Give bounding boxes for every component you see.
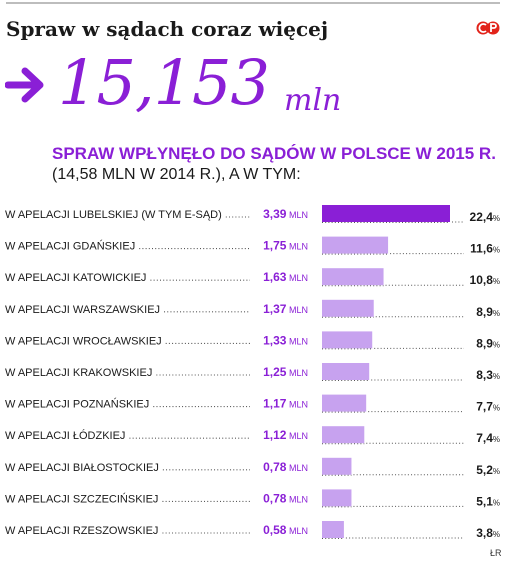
- share-unit: %: [493, 530, 500, 539]
- share-unit: %: [493, 372, 500, 381]
- value-unit: MLN: [286, 273, 308, 283]
- headline-value: 15,153: [58, 46, 270, 119]
- value-label: 1,37 MLN: [263, 302, 308, 316]
- share-label: 8,9%: [476, 336, 500, 350]
- bar: [322, 457, 352, 475]
- bar: [322, 394, 367, 412]
- share-unit: %: [493, 214, 500, 223]
- top-rule: [6, 2, 500, 4]
- share-label: 11,6%: [470, 242, 500, 256]
- bar-chart: W APELACJI LUBELSKIEJ (W TYM E-SĄD) 3,39 …: [5, 205, 500, 540]
- bar: [322, 489, 352, 507]
- value-number: 1,12: [263, 428, 287, 442]
- bar: [322, 236, 389, 254]
- category-label: W APELACJI WROCŁAWSKIEJ: [5, 335, 162, 347]
- arrow-right-icon: [5, 67, 44, 103]
- category-label: W APELACJI ŁÓDZKIEJ: [5, 429, 125, 442]
- share-number: 8,9: [476, 305, 493, 319]
- category-label: W APELACJI BIAŁOSTOCKIEJ: [5, 462, 159, 474]
- bar: [322, 268, 384, 286]
- bar: [322, 426, 365, 444]
- bar: [322, 521, 344, 538]
- category-label: W APELACJI GDAŃSKIEJ: [5, 240, 135, 253]
- bar: [322, 205, 450, 222]
- share-unit: %: [493, 309, 500, 318]
- value-label: 1,63 MLN: [263, 270, 308, 284]
- share-label: 5,1%: [476, 494, 500, 508]
- share-label: 5,2%: [476, 463, 500, 477]
- value-label: 0,58 MLN: [263, 523, 308, 537]
- headline-unit: mln: [284, 83, 342, 118]
- share-unit: %: [493, 435, 500, 444]
- value-number: 1,37: [263, 302, 287, 316]
- value-label: 1,17 MLN: [263, 397, 308, 411]
- share-number: 11,6: [470, 242, 493, 256]
- share-label: 8,3%: [476, 368, 500, 382]
- category-label: W APELACJI KATOWICKIEJ: [5, 272, 146, 284]
- share-number: 10,8: [470, 273, 494, 287]
- share-label: 22,4%: [470, 210, 500, 224]
- value-number: 0,58: [263, 523, 287, 537]
- share-unit: %: [493, 498, 500, 507]
- share-number: 3,8: [476, 526, 493, 540]
- value-number: 3,39: [263, 207, 287, 221]
- chart-title: Spraw w sądach coraz więcej: [6, 17, 329, 41]
- category-label: W APELACJI POZNAŃSKIEJ: [5, 398, 149, 411]
- value-label: 0,78 MLN: [263, 460, 308, 474]
- share-unit: %: [493, 277, 500, 286]
- value-label: 1,12 MLN: [263, 428, 308, 442]
- value-unit: MLN: [286, 210, 308, 220]
- value-number: 1,75: [263, 239, 287, 253]
- share-number: 22,4: [470, 210, 494, 224]
- value-unit: MLN: [286, 305, 308, 315]
- value-number: 1,33: [263, 333, 287, 347]
- value-unit: MLN: [286, 368, 308, 378]
- category-label: W APELACJI SZCZECIŃSKIEJ: [5, 492, 158, 505]
- subtitle-line-2: (14,58 MLN W 2014 R.), A W TYM:: [52, 166, 301, 183]
- bar: [322, 331, 373, 349]
- share-unit: %: [493, 467, 500, 476]
- category-label: W APELACJI RZESZOWSKIEJ: [5, 525, 158, 537]
- share-unit: %: [493, 246, 500, 255]
- share-unit: %: [493, 404, 500, 413]
- share-label: 10,8%: [470, 273, 500, 287]
- share-number: 8,9: [476, 336, 493, 350]
- share-label: 8,9%: [476, 305, 500, 319]
- bar: [322, 299, 374, 317]
- share-number: 5,1: [476, 494, 493, 508]
- value-number: 1,25: [263, 365, 287, 379]
- share-label: 7,4%: [476, 431, 500, 445]
- share-number: 8,3: [476, 368, 493, 382]
- credit: ŁR: [490, 548, 502, 558]
- share-label: 7,7%: [476, 400, 500, 414]
- value-label: 3,39 MLN: [263, 207, 308, 221]
- share-unit: %: [493, 340, 500, 349]
- value-number: 1,17: [263, 397, 287, 411]
- value-label: 1,75 MLN: [263, 239, 308, 253]
- value-label: 1,33 MLN: [263, 333, 308, 347]
- value-number: 0,78: [263, 460, 287, 474]
- value-unit: MLN: [286, 431, 308, 441]
- value-unit: MLN: [286, 336, 308, 346]
- share-number: 7,7: [476, 400, 493, 414]
- category-label: W APELACJI WARSZAWSKIEJ: [5, 304, 160, 316]
- share-number: 5,2: [476, 463, 493, 477]
- value-unit: MLN: [286, 242, 308, 252]
- value-unit: MLN: [286, 526, 308, 536]
- value-label: 0,78 MLN: [263, 491, 308, 505]
- value-unit: MLN: [286, 400, 308, 410]
- value-number: 1,63: [263, 270, 287, 284]
- value-number: 0,78: [263, 491, 287, 505]
- publisher-logo-icon: [476, 21, 500, 35]
- value-label: 1,25 MLN: [263, 365, 308, 379]
- value-unit: MLN: [286, 494, 308, 504]
- share-label: 3,8%: [476, 526, 500, 540]
- bar: [322, 363, 370, 380]
- category-label: W APELACJI LUBELSKIEJ (W TYM E-SĄD): [5, 209, 222, 221]
- category-label: W APELACJI KRAKOWSKIEJ: [5, 367, 152, 379]
- value-unit: MLN: [286, 463, 308, 473]
- share-number: 7,4: [476, 431, 493, 445]
- subtitle-line-1: SPRAW WPŁYNĘŁO DO SĄDÓW W POLSCE W 2015 …: [52, 144, 496, 163]
